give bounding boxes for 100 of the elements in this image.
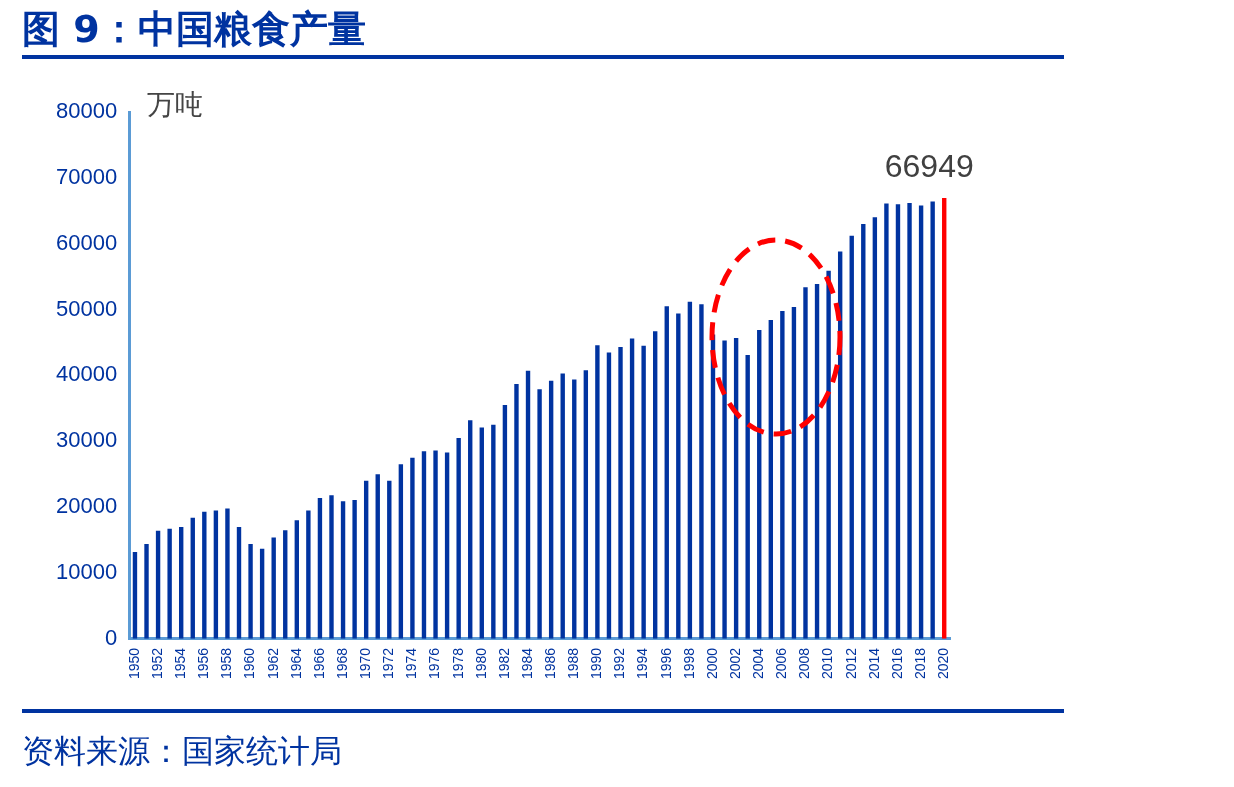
x-tick-label: 2010 (819, 647, 836, 680)
x-tick-label: 1998 (680, 647, 697, 680)
chart-title: 图 9：中国粮食产量 (22, 6, 366, 53)
bar (537, 389, 542, 639)
bar (548, 380, 554, 639)
y-tick-label: 60000 (55, 229, 118, 255)
bar (791, 306, 797, 639)
x-tick-label: 1994 (634, 647, 651, 680)
y-axis-title: 万吨 (147, 88, 204, 120)
x-tick-label: 1954 (172, 647, 189, 680)
bar (606, 352, 612, 639)
bar (653, 331, 658, 639)
x-tick-label: 1980 (472, 647, 489, 680)
bar (317, 497, 323, 639)
x-tick-label: 1958 (218, 647, 235, 680)
y-tick-label: 20000 (55, 493, 118, 519)
bar (271, 537, 276, 639)
bar (676, 313, 681, 639)
bar (595, 345, 600, 639)
bar (699, 304, 704, 639)
y-tick-label: 30000 (55, 427, 118, 453)
bar (907, 202, 912, 639)
bar (155, 530, 161, 639)
bar (664, 306, 669, 639)
bar (421, 451, 427, 639)
bar (479, 427, 484, 639)
bar (202, 511, 207, 639)
x-tick-label: 2016 (888, 647, 905, 680)
bar (179, 526, 184, 639)
x-tick-label: 2012 (842, 647, 859, 680)
bar (387, 480, 392, 639)
x-tick-label: 1966 (310, 647, 327, 680)
x-tick-label: 2002 (726, 647, 743, 680)
x-tick-label: 1996 (657, 647, 674, 680)
bar (363, 480, 369, 639)
bar (329, 495, 334, 639)
x-tick-label: 2008 (796, 647, 813, 680)
bar (306, 510, 311, 639)
bar (895, 204, 901, 639)
bar (283, 530, 288, 639)
bar (491, 424, 496, 639)
x-tick-label: 1990 (588, 647, 605, 680)
bar (884, 203, 889, 639)
bar (560, 373, 565, 639)
bar (468, 420, 473, 639)
bar (814, 283, 820, 639)
bar (930, 201, 935, 639)
bar (687, 301, 693, 639)
y-tick-label: 70000 (55, 163, 118, 189)
bar (456, 437, 461, 639)
bar (225, 508, 230, 639)
bar (918, 205, 924, 639)
bar (144, 544, 149, 639)
x-tick-label: 1956 (195, 647, 212, 680)
x-tick-label: 1986 (542, 647, 559, 680)
x-tick-label: 1952 (148, 647, 165, 680)
x-tick-label: 1950 (125, 647, 142, 680)
bar (236, 526, 242, 639)
text: 资料来源：国家统计局 (22, 732, 342, 771)
bar (722, 340, 727, 639)
bar (618, 347, 623, 639)
bar (849, 235, 854, 639)
x-tick-label: 2020 (935, 647, 952, 680)
bar (259, 548, 265, 639)
bar (502, 405, 508, 639)
bar (433, 450, 438, 639)
bar (826, 270, 831, 639)
bar (641, 345, 646, 639)
bar (572, 379, 577, 639)
bar (352, 499, 357, 639)
x-tick-label: 1978 (449, 647, 466, 680)
x-tick-label: 1960 (241, 647, 258, 680)
x-tick-label: 1964 (287, 647, 304, 680)
x-tick-label: 2004 (750, 647, 767, 680)
bar (375, 474, 380, 639)
x-tick-label: 1988 (565, 647, 582, 680)
bar (861, 223, 866, 639)
y-tick-label: 10000 (55, 559, 118, 585)
x-tick-label: 1972 (380, 647, 397, 680)
bar (803, 287, 808, 639)
x-tick-label: 1992 (611, 647, 628, 680)
bar (629, 338, 635, 639)
x-tick-label: 1982 (495, 647, 512, 680)
bar (942, 197, 947, 639)
bar (872, 217, 878, 639)
y-tick-label: 50000 (55, 295, 118, 321)
bar (167, 528, 172, 639)
x-tick-label: 1976 (426, 647, 443, 680)
bar (248, 544, 253, 639)
x-tick-label: 1974 (403, 647, 420, 680)
bar (294, 520, 300, 639)
x-tick-label: 1970 (357, 647, 374, 680)
x-tick-label: 2006 (773, 647, 790, 680)
y-tick-label: 80000 (55, 98, 118, 124)
x-tick-label: 2014 (865, 647, 882, 680)
bar (410, 457, 415, 639)
y-tick-label: 0 (104, 624, 118, 650)
x-tick-label: 1962 (264, 647, 281, 680)
bar (444, 452, 450, 639)
bar (340, 501, 346, 639)
